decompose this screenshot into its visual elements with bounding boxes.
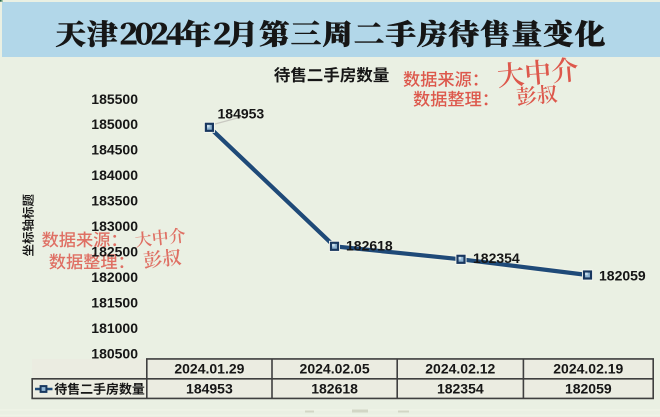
svg-text:182059: 182059 [599,268,646,284]
svg-text:184953: 184953 [186,381,233,397]
svg-text:182500: 182500 [91,244,138,260]
svg-text:182000: 182000 [91,269,138,285]
svg-text:182354: 182354 [473,250,520,266]
svg-text:181000: 181000 [91,320,138,336]
svg-text:184500: 184500 [91,142,138,158]
svg-text:181500: 181500 [91,294,138,310]
svg-text:184000: 184000 [91,167,138,183]
svg-text:2024.02.19: 2024.02.19 [553,361,623,377]
svg-text:2024.02.05: 2024.02.05 [300,361,370,377]
svg-text:2024.02.12: 2024.02.12 [425,361,495,377]
svg-text:182618: 182618 [346,238,393,254]
svg-text:180500: 180500 [91,345,138,361]
svg-text:185000: 185000 [91,116,138,132]
svg-text:182354: 182354 [437,381,484,397]
svg-text:2024.01.29: 2024.01.29 [174,361,244,377]
svg-text:185500: 185500 [91,91,138,107]
svg-text:182618: 182618 [311,381,358,397]
svg-text:183500: 183500 [91,193,138,209]
svg-text:183000: 183000 [91,218,138,234]
svg-text:182059: 182059 [565,381,612,397]
svg-text:184953: 184953 [218,106,265,122]
